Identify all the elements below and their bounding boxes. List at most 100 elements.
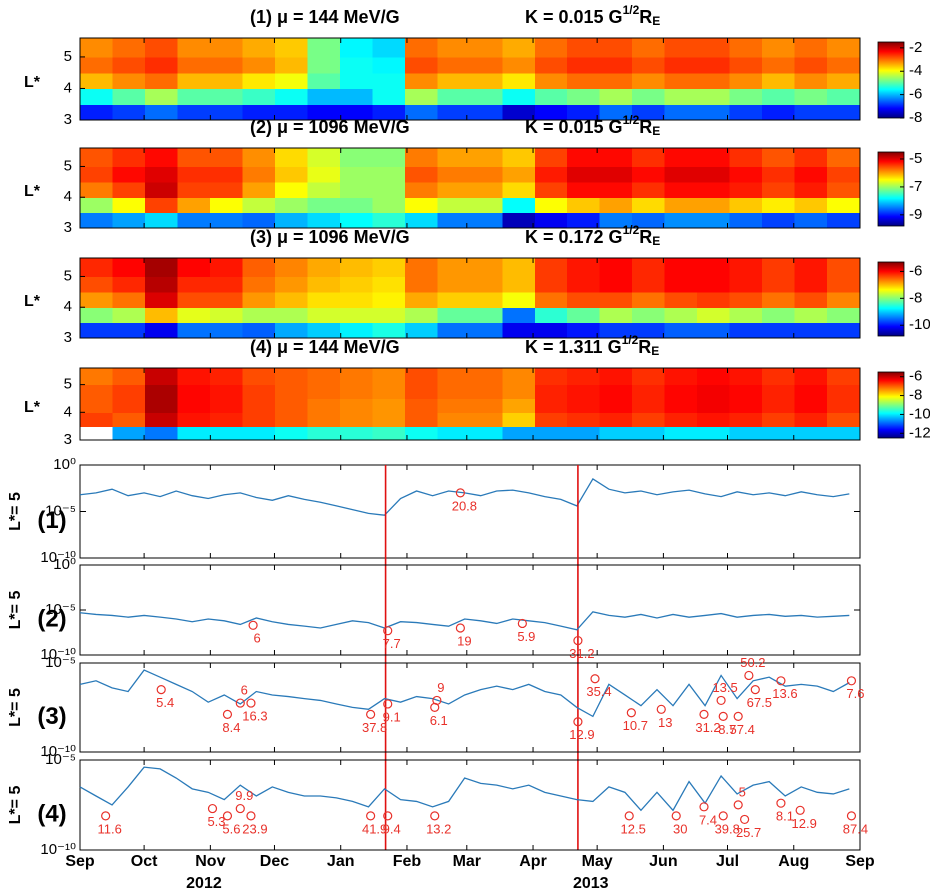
heat-cell xyxy=(307,166,341,183)
event-label: 5.9 xyxy=(517,629,535,644)
heat-cell xyxy=(80,212,114,229)
event-label: 13.6 xyxy=(772,686,797,701)
y-tick-label: 5 xyxy=(64,157,72,174)
heat-cell xyxy=(632,181,666,198)
heat-cell xyxy=(80,291,114,308)
heat-cell xyxy=(762,181,796,198)
heat-cell xyxy=(534,368,568,386)
heat-cell xyxy=(177,384,211,400)
heat-cell xyxy=(534,258,568,278)
heat-cell xyxy=(697,166,731,183)
plot-frame xyxy=(79,257,861,339)
heat-cell xyxy=(274,258,308,278)
event-label: 35.4 xyxy=(586,684,611,699)
heat-cell xyxy=(794,166,828,183)
heat-cell xyxy=(599,166,633,183)
title-k-unit: R xyxy=(638,337,651,357)
heat-cell xyxy=(80,276,114,293)
event-marker xyxy=(235,698,245,708)
heat-cell xyxy=(567,291,601,308)
heat-cell xyxy=(307,368,341,386)
y-tick-label: 4 xyxy=(64,79,72,96)
heat-cell xyxy=(112,88,146,105)
event-marker xyxy=(626,708,636,718)
heat-cell xyxy=(372,212,406,229)
x-tick-label: Mar xyxy=(453,853,481,870)
heat-cell xyxy=(209,384,244,400)
heat-cell xyxy=(242,72,276,90)
heat-cell xyxy=(144,104,179,121)
event-marker xyxy=(455,623,465,633)
heat-cell xyxy=(437,38,471,58)
colorbar-tick-label: -4 xyxy=(909,62,922,79)
heat-cell xyxy=(502,307,536,324)
heat-cell xyxy=(502,197,536,214)
heat-cell xyxy=(80,72,114,90)
heat-cell xyxy=(404,291,438,308)
heat-cell xyxy=(112,398,146,413)
heat-cell xyxy=(697,148,731,168)
heat-cell xyxy=(307,56,341,74)
event-marker xyxy=(432,695,442,706)
x-tick-label: May xyxy=(582,853,613,870)
colorbar-tick-label: -6 xyxy=(909,368,922,385)
heat-cell xyxy=(697,291,731,308)
heat-cell xyxy=(664,38,698,58)
panel-title-k: K = 1.311 G1/2RE xyxy=(525,333,659,358)
heat-cell xyxy=(404,384,438,400)
title-k-sup: 1/2 xyxy=(623,3,640,17)
heat-cell xyxy=(697,307,731,324)
heat-cell xyxy=(339,88,373,105)
heat-cell xyxy=(307,197,341,214)
heat-cell xyxy=(437,104,471,121)
heat-cell xyxy=(567,426,601,441)
event-marker xyxy=(740,814,750,825)
heat-cell xyxy=(372,258,406,278)
heat-cell xyxy=(664,426,698,441)
heat-cell xyxy=(242,398,276,413)
heat-cell xyxy=(469,412,503,427)
x-tick-label: Sep xyxy=(65,853,95,870)
event-marker xyxy=(699,802,709,812)
heat-cell xyxy=(242,426,276,441)
event-marker xyxy=(366,709,376,719)
heat-cell xyxy=(372,197,406,214)
heat-cell xyxy=(144,426,179,441)
heat-cell xyxy=(274,72,308,90)
heat-cell xyxy=(307,148,341,168)
heat-cell xyxy=(372,398,406,413)
y-tick-label: 3 xyxy=(64,219,72,236)
heat-cell xyxy=(762,426,796,441)
heat-cell xyxy=(567,38,601,58)
heat-cell xyxy=(469,104,503,121)
heat-cell xyxy=(599,88,633,105)
y-axis-label: L*= 5 xyxy=(7,786,24,825)
heat-cell xyxy=(502,322,536,339)
heat-cell xyxy=(567,72,601,90)
heat-cell xyxy=(274,88,308,105)
heat-cell xyxy=(372,322,406,339)
heat-cell xyxy=(209,212,244,229)
heat-cell xyxy=(567,368,601,386)
event-marker xyxy=(671,811,681,821)
heat-cell xyxy=(469,398,503,413)
heat-cell xyxy=(469,258,503,278)
heat-cell xyxy=(729,197,763,214)
heat-cell xyxy=(242,307,276,324)
colorbar-tick-label: -8 xyxy=(909,387,922,404)
panel-title-k: K = 0.015 G1/2RE xyxy=(525,3,660,28)
heat-cell xyxy=(209,181,244,198)
heat-cell xyxy=(567,166,601,183)
heat-cell xyxy=(567,56,601,74)
y-axis-label: L*= 5 xyxy=(7,688,24,727)
heat-cell xyxy=(762,166,796,183)
heat-cell xyxy=(729,291,763,308)
heat-cell xyxy=(469,166,503,183)
heat-cell xyxy=(177,276,211,293)
heat-cell xyxy=(372,384,406,400)
heat-cell xyxy=(339,291,373,308)
heat-cell xyxy=(469,384,503,400)
heat-cell xyxy=(729,88,763,105)
heat-cell xyxy=(664,398,698,413)
heat-cell xyxy=(112,197,146,214)
